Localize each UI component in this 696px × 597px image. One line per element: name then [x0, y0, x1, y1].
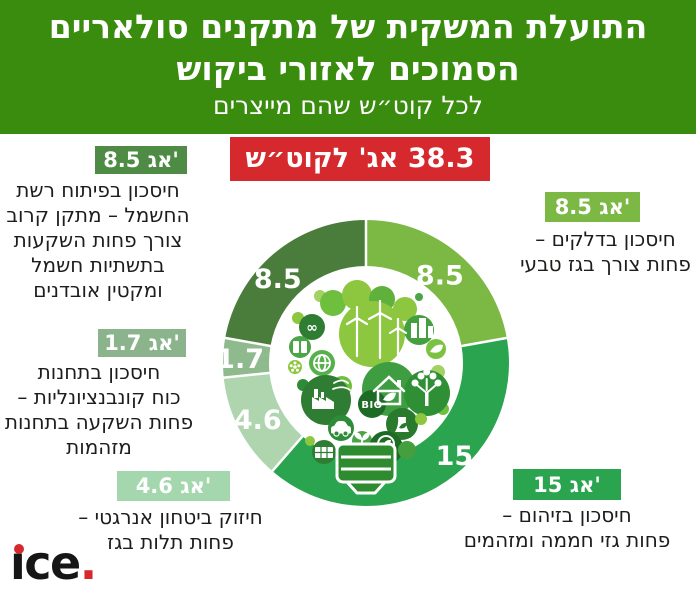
header-banner: התועלת המשקית של מתקנים סולאריים הסמוכים… — [0, 0, 696, 134]
donut-segment-grid — [225, 220, 366, 346]
donut-value-label-pollution: 15 — [436, 441, 474, 472]
leaf-icon — [430, 344, 443, 353]
donut-segment-fuel — [366, 220, 507, 346]
callout-badge-plants: 1.7 אג' — [98, 329, 186, 357]
donut-segment-plants — [222, 337, 271, 378]
tree-icon — [411, 368, 442, 406]
ice-logo: ıce. — [10, 540, 97, 586]
wind-gust-icon — [332, 379, 351, 391]
callout-text-security: חיזוק ביטחון אנרגטי – פחות תלות בגז — [78, 505, 263, 554]
callout-badge-security: 4.6 אג' — [117, 471, 230, 501]
callout-badge-fuel: 8.5 אג' — [545, 192, 640, 222]
flower-icon — [289, 361, 301, 372]
solar-panel-icon — [315, 447, 333, 458]
infinity-icon: ∞ — [306, 320, 318, 336]
donut-ring: 8.5 15 4.6 1.7 8.5 — [216, 219, 509, 506]
nuclear-plant-icon — [395, 417, 409, 432]
donut-segment-pollution — [272, 337, 509, 506]
donut-segment-security — [223, 372, 303, 472]
logo-letters-ce: ce — [24, 536, 81, 590]
city-buildings-icon — [411, 318, 433, 338]
callout-text-fuel: חיסכון בדלקים – פחות צורך בגז טבעי — [520, 227, 691, 276]
segment-separator — [222, 371, 272, 379]
title-line-2: הסמוכים לאזורי ביקוש — [176, 49, 520, 89]
callout-badge-grid: 8.5 אג' — [95, 146, 187, 174]
bio-icon: BIO — [361, 400, 382, 411]
barrels-icon — [293, 341, 307, 353]
segment-separator — [224, 336, 273, 348]
bulb-base — [335, 442, 397, 495]
wind-turbine-icon — [345, 299, 408, 360]
factory-icon — [312, 389, 334, 409]
eco-lightbulb-illustration: ∞ — [288, 280, 450, 495]
donut-value-label-security: 4.6 — [234, 405, 282, 436]
segment-separator — [459, 336, 508, 348]
logo-red-dot — [14, 544, 24, 554]
page-subtitle: לכל קוט״ש שהם מייצרים — [213, 91, 483, 121]
callout-badge-pollution: 15 אג' — [513, 469, 621, 500]
page-title: התועלת המשקית של מתקנים סולאריים הסמוכים… — [0, 0, 696, 90]
globe-icon — [313, 354, 331, 372]
total-value-badge: 38.3 אג' לקוט״ש — [230, 137, 490, 181]
donut-value-label-grid: 8.5 — [254, 264, 302, 295]
callout-text-grid: חיסכון בפיתוח רשת החשמל – מתקן קרוב צורך… — [6, 178, 190, 302]
logo-period: . — [79, 536, 97, 590]
title-line-1: התועלת המשקית של מתקנים סולאריים — [48, 7, 648, 46]
donut-value-label-fuel: 8.5 — [416, 260, 464, 291]
segment-separator — [270, 434, 305, 473]
electric-car-icon — [331, 421, 351, 437]
donut-value-label-plants: 1.7 — [216, 344, 264, 375]
eco-house-icon — [372, 375, 406, 406]
callout-text-plants: חיסכון בתחנות כוח קונבנציונליות – פחות ה… — [4, 360, 194, 459]
callout-text-pollution: חיסכון בזיהום – פחות גזי חממה ומזהמים — [463, 503, 671, 552]
